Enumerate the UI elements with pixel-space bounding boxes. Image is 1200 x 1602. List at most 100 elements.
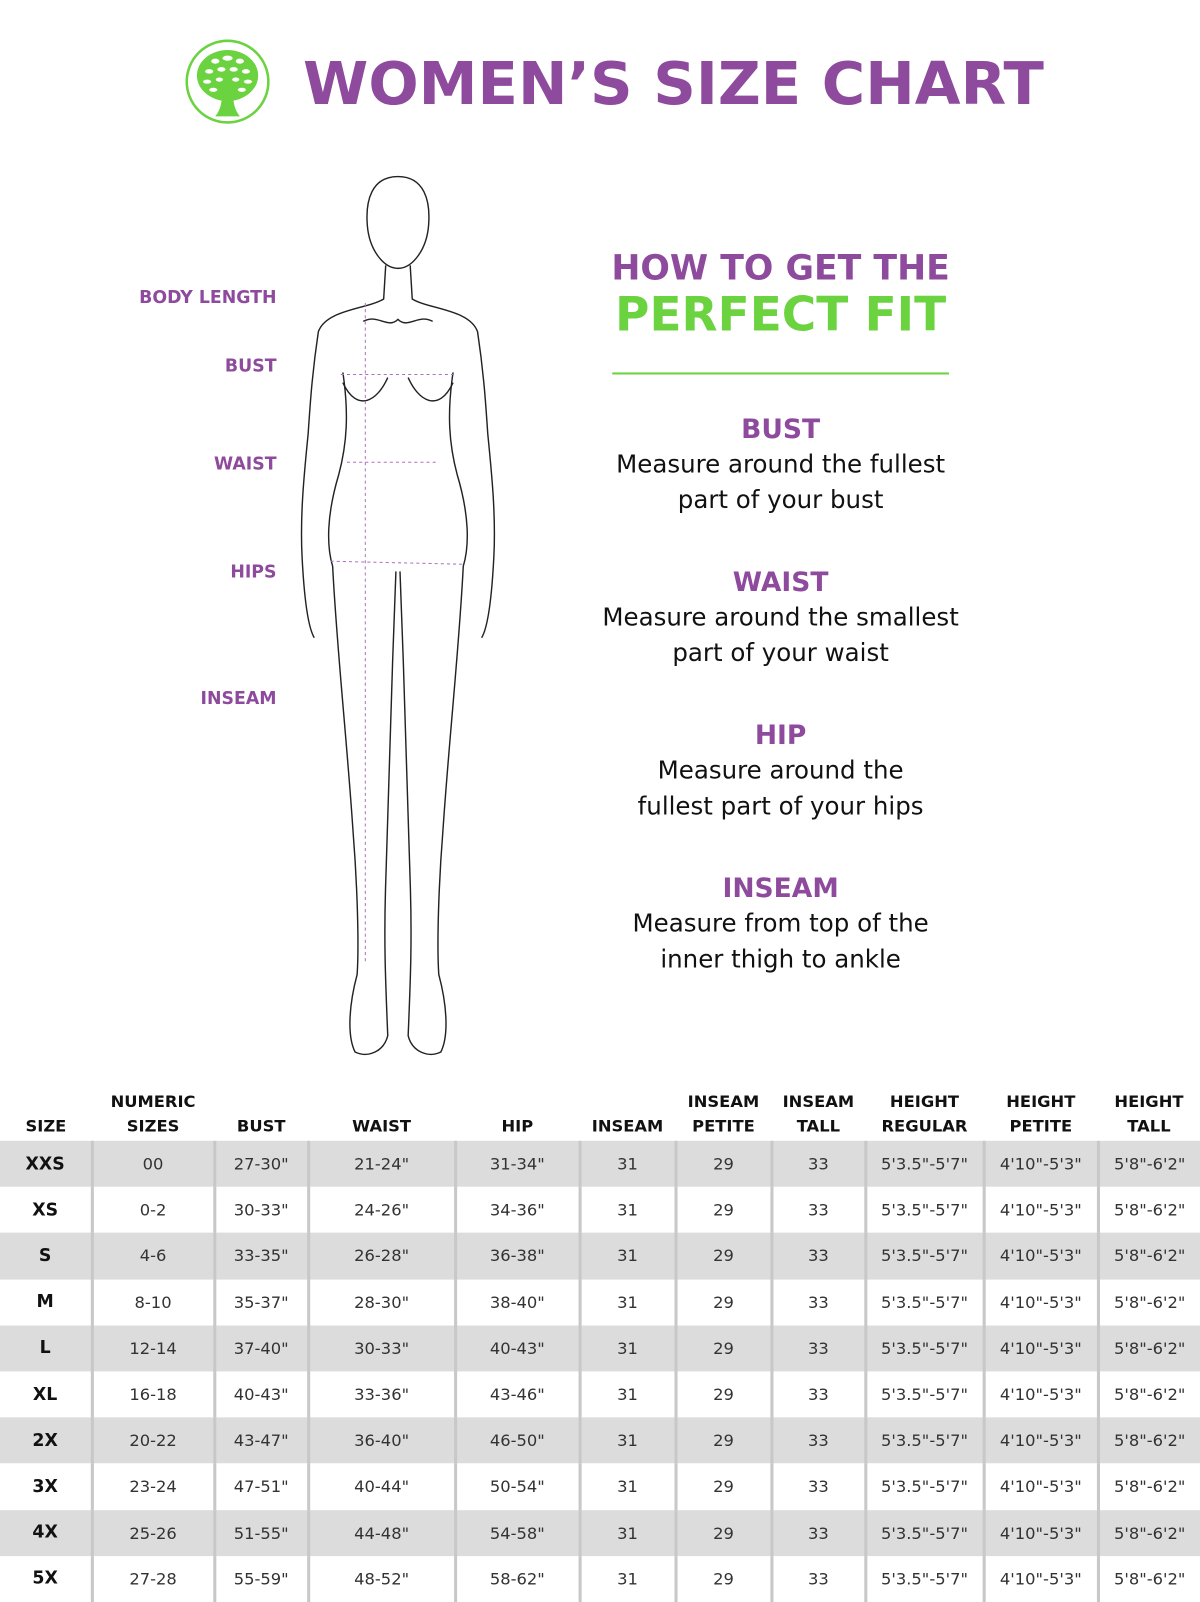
- table-cell: M: [36, 1291, 54, 1313]
- table-cell: 36-40": [306, 1417, 456, 1464]
- table-cell: 33: [769, 1509, 866, 1556]
- table-cell: 25-26: [90, 1509, 215, 1556]
- table-cell: 29: [673, 1233, 772, 1280]
- table-cell: 4'10"-5'3": [982, 1140, 1098, 1187]
- table-cell: 33: [769, 1186, 866, 1234]
- guide-title-line2: PERFECT FIT: [615, 286, 947, 342]
- table-cell: 3X: [32, 1476, 58, 1497]
- tree-logo-icon: [185, 39, 270, 124]
- column-header: NUMERIC SIZES: [110, 1091, 196, 1136]
- table-cell: 31: [578, 1463, 676, 1510]
- table-cell: 50-54": [453, 1463, 580, 1510]
- table-cell: 4'10"-5'3": [982, 1325, 1098, 1372]
- table-cell: 4'10"-5'3": [982, 1417, 1098, 1464]
- section-heading: WAIST: [732, 567, 829, 598]
- table-cell: XL: [32, 1384, 58, 1405]
- table-cell: L: [0, 1325, 92, 1372]
- table-cell: 51-55": [212, 1509, 309, 1556]
- table-cell: 5'3.5"-5'7": [863, 1279, 984, 1326]
- table-cell: 47-51": [212, 1463, 309, 1510]
- table-cell: 24-26": [306, 1186, 456, 1234]
- table-cell: 29: [673, 1140, 772, 1187]
- table-row: L 12-14 37-40" 30-33" 40-43" 31 29 33 5'3.5"-5'7…: [0, 1325, 1200, 1372]
- column-header: INSEAM PETITE: [687, 1091, 760, 1136]
- table-cell: 54-58": [453, 1509, 580, 1556]
- table-cell: 5'3.5"-5'7": [863, 1233, 984, 1280]
- table-cell: 4'10"-5'3": [982, 1555, 1098, 1602]
- table-cell: 00: [90, 1140, 215, 1187]
- table-cell: 21-24": [306, 1140, 456, 1187]
- table-cell: 31: [578, 1140, 676, 1187]
- guide-section-hip: HIP Measure around the fullest part of y…: [571, 718, 989, 824]
- label-inseam: INSEAM: [200, 688, 277, 710]
- divider: [612, 372, 949, 375]
- table-cell: 5'3.5"-5'7": [863, 1186, 984, 1234]
- column-header: WAIST: [352, 1116, 412, 1136]
- table-cell: 4'10"-5'3": [982, 1233, 1098, 1280]
- table-cell: 29: [673, 1417, 772, 1464]
- table-cell: 5'3.5"-5'7": [863, 1140, 984, 1187]
- table-cell: 5'8"-6'2": [1096, 1140, 1200, 1187]
- table-cell: 27-30": [212, 1140, 309, 1187]
- table-cell: 5X: [32, 1568, 58, 1590]
- table-cell: S: [0, 1233, 92, 1280]
- section-text: Measure around the fullest part of your …: [637, 756, 924, 821]
- column-header: HEIGHT REGULAR: [881, 1091, 968, 1136]
- table-row: 5X 27-28 55-59" 48-52" 58-62" 31 29 33 5'3.5"-5'…: [0, 1555, 1200, 1602]
- table-cell: 31: [578, 1417, 676, 1464]
- table-cell: 48-52": [306, 1555, 456, 1602]
- table-cell: 5'3.5"-5'7": [863, 1325, 984, 1372]
- section-heading: BUST: [741, 414, 821, 445]
- table-row: M 8-10 35-37" 28-30" 38-40" 31 29 33 5'3.5"-5'7"…: [0, 1279, 1200, 1326]
- table-cell: 5'8"-6'2": [1096, 1555, 1200, 1602]
- table-cell: 29: [673, 1279, 772, 1326]
- table-cell: 5'3.5"-5'7": [863, 1555, 984, 1602]
- table-cell: 5'8"-6'2": [1096, 1186, 1200, 1234]
- column-header: INSEAM TALL: [782, 1091, 855, 1136]
- table-cell: 31: [578, 1186, 676, 1234]
- table-cell: 58-62": [453, 1555, 580, 1602]
- table-cell: 29: [673, 1186, 772, 1234]
- table-cell: 5'3.5"-5'7": [863, 1417, 984, 1464]
- table-cell: 29: [673, 1463, 772, 1510]
- table-cell: 31: [578, 1233, 676, 1280]
- table-header-row: SIZE NUMERIC SIZES BUST WAIST HIP INSEAM INSEAM…: [0, 1088, 1200, 1141]
- table-row: XL 16-18 40-43" 33-36" 43-46" 31 29 33 5'3.5"-5'…: [0, 1371, 1200, 1418]
- table-cell: 4'10"-5'3": [982, 1371, 1098, 1418]
- table-cell: 5'3.5"-5'7": [863, 1509, 984, 1556]
- guide-title: HOW TO GET THE PERFECT FIT: [571, 248, 989, 340]
- table-cell: 5'8"-6'2": [1096, 1371, 1200, 1418]
- label-body-length: BODY LENGTH: [139, 287, 277, 309]
- table-cell: 5'8"-6'2": [1096, 1417, 1200, 1464]
- table-cell: 2X: [0, 1417, 92, 1464]
- table-cell: 5'3.5"-5'7": [863, 1371, 984, 1418]
- body-figure-illustration: [300, 175, 496, 1056]
- table-cell: 5'8"-6'2": [1096, 1325, 1200, 1372]
- section-heading: INSEAM: [722, 873, 839, 905]
- table-row: S 4-6 33-35" 26-28" 36-38" 31 29 33 5'3.5"-5'7" 4…: [0, 1233, 1200, 1280]
- table-cell: 29: [673, 1509, 772, 1556]
- table-cell: 33-35": [212, 1233, 309, 1280]
- table-cell: 33: [769, 1417, 866, 1464]
- table-cell: 4'10"-5'3": [982, 1279, 1098, 1326]
- column-header: HEIGHT PETITE: [1006, 1091, 1076, 1136]
- table-cell: 12-14: [90, 1325, 215, 1372]
- table-cell: 33: [769, 1371, 866, 1418]
- table-row: XS 0-2 30-33" 24-26" 34-36" 31 29 33 5'3.5"-5'7"…: [0, 1186, 1200, 1234]
- table-cell: 44-48": [306, 1509, 456, 1556]
- label-hips: HIPS: [230, 562, 277, 583]
- table-cell: 29: [673, 1325, 772, 1372]
- page-title: WOMEN’S SIZE CHART: [303, 48, 1044, 119]
- table-cell: 40-44": [306, 1463, 456, 1510]
- table-cell: XXS: [0, 1140, 92, 1187]
- section-text: Measure around the smallest part of your…: [602, 603, 959, 668]
- table-cell: 35-37": [212, 1279, 309, 1326]
- table-cell: 31: [578, 1371, 676, 1418]
- column-header: BUST: [236, 1116, 286, 1136]
- label-bust: BUST: [224, 356, 277, 377]
- label-waist: WAIST: [213, 454, 277, 475]
- table-cell: 27-28: [90, 1555, 215, 1602]
- table-row: 2X 20-22 43-47" 36-40" 46-50" 31 29 33 5'3.5"-5'…: [0, 1417, 1200, 1464]
- table-cell: 33: [769, 1233, 866, 1280]
